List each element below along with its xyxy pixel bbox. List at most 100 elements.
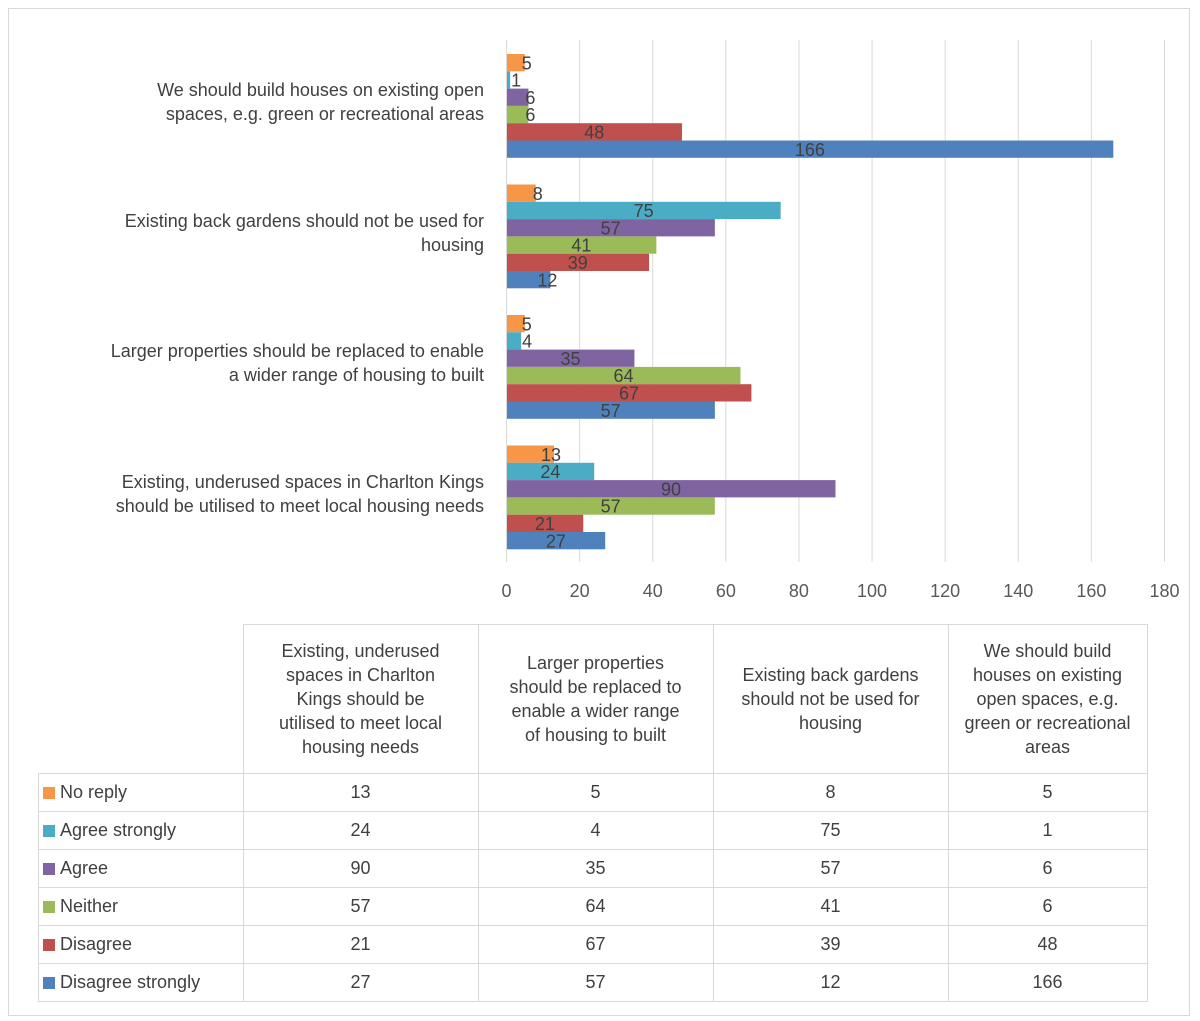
bar [506, 349, 635, 367]
table-cell: 12 [712, 963, 949, 1002]
bar [506, 532, 606, 550]
data-label: 35 [560, 349, 580, 369]
table-cell: 5 [477, 773, 714, 812]
table-column-header: Existing back gardens should not be used … [712, 624, 949, 774]
table-cell: 8 [712, 773, 949, 812]
table-column-header-line: We should build [983, 641, 1112, 661]
data-label: 41 [571, 236, 591, 256]
bar [506, 219, 715, 237]
legend-swatch [43, 863, 55, 875]
bar [506, 315, 525, 333]
legend-entry: No reply [38, 773, 244, 812]
x-tick-label: 0 [501, 581, 511, 601]
category-label: Larger properties should be replaced to … [14, 339, 484, 387]
table-cell: 27 [242, 963, 479, 1002]
table-cell: 166 [947, 963, 1148, 1002]
data-label: 57 [601, 218, 621, 238]
table-cell: 57 [712, 849, 949, 888]
table-column-header-line: of housing to built [524, 725, 667, 745]
table-column-header-line: should not be used for [741, 689, 920, 709]
data-label: 6 [525, 88, 535, 108]
x-tick-label: 100 [857, 581, 887, 601]
table-cell: 64 [477, 887, 714, 926]
table-column-header-line: Existing back gardens [742, 665, 919, 685]
table-cell: 1 [947, 811, 1148, 850]
table-column-header-line: green or recreational [964, 713, 1131, 733]
table-column-header: We should build houses on existing open sp… [947, 624, 1148, 774]
legend-swatch [43, 939, 55, 951]
legend-swatch [43, 977, 55, 989]
x-tick-label: 40 [643, 581, 663, 601]
legend-label: Agree [60, 858, 109, 878]
table-column-header-line: should be replaced to [509, 677, 682, 697]
table-row: No reply 13 5 8 5 [38, 773, 1148, 812]
table-column-header-line: spaces in Charlton [285, 665, 436, 685]
table-column-header-line: enable a wider range [511, 701, 680, 721]
bar [506, 71, 511, 89]
table-column-header-line: Larger properties [526, 653, 665, 673]
category-label-line: a wider range of housing to built [228, 365, 484, 386]
data-label: 67 [619, 384, 639, 404]
table-cell: 67 [477, 925, 714, 964]
legend-entry: Disagree strongly [38, 963, 244, 1002]
data-label: 8 [533, 184, 543, 204]
table-header-row: Existing, underused spaces in Charlton Kin… [38, 624, 1148, 774]
legend-label: Agree strongly [60, 820, 177, 840]
table-column-header-line: utilised to meet local [278, 713, 443, 733]
legend-label: Neither [60, 896, 119, 916]
table-cell: 4 [477, 811, 714, 850]
table-row: Agree 90 35 57 6 [38, 849, 1148, 888]
data-label: 64 [613, 366, 633, 386]
table-cell: 57 [477, 963, 714, 1002]
bar [506, 253, 650, 271]
data-table: Existing, underused spaces in Charlton Kin… [38, 624, 1148, 1002]
legend-entry: Agree strongly [38, 811, 244, 850]
legend-label: Disagree [60, 934, 133, 954]
x-tick-label: 20 [570, 581, 590, 601]
bar [506, 445, 555, 463]
data-label: 12 [537, 270, 557, 290]
legend-entry: Disagree [38, 925, 244, 964]
table-column-header: Larger properties should be replaced to en… [477, 624, 714, 774]
legend-swatch [43, 901, 55, 913]
bar [506, 384, 752, 402]
data-label: 166 [795, 140, 825, 160]
bar [506, 54, 525, 72]
bar [506, 271, 551, 289]
table-cell: 41 [712, 887, 949, 926]
table-column-header: Existing, underused spaces in Charlton Kin… [242, 624, 479, 774]
x-tick-label: 140 [1003, 581, 1033, 601]
bar [506, 462, 595, 481]
legend-label: No reply [60, 782, 128, 802]
category-label: Existing, underused spaces in Charlton K… [14, 470, 484, 518]
table-column-header-line: housing [798, 713, 863, 733]
table-row: Disagree strongly 27 57 12 166 [38, 963, 1148, 1002]
data-label: 5 [522, 314, 532, 334]
table-row: Disagree 21 67 39 48 [38, 925, 1148, 964]
table-column-header-line: Kings should be [296, 689, 425, 709]
legend-swatch [43, 825, 55, 837]
bar [506, 401, 715, 419]
data-label: 5 [522, 53, 532, 73]
data-label: 57 [601, 401, 621, 421]
bar [506, 332, 522, 350]
bar [506, 497, 715, 515]
category-label-line: Existing, underused spaces in Charlton K… [121, 471, 484, 492]
category-label-line: housing [420, 234, 484, 255]
table-cell: 21 [242, 925, 479, 964]
table-cell: 57 [242, 887, 479, 926]
table-row: Neither 57 64 41 6 [38, 887, 1148, 926]
data-label: 48 [584, 123, 604, 143]
table-cell: 48 [947, 925, 1148, 964]
category-label: Existing back gardens should not be used… [14, 209, 484, 257]
data-label: 21 [535, 514, 555, 534]
category-label-line: spaces, e.g. green or recreational areas [165, 104, 484, 125]
data-label: 24 [540, 462, 560, 482]
bar [506, 123, 682, 141]
table-cell: 39 [712, 925, 949, 964]
bar [506, 236, 657, 254]
table-cell: 6 [947, 849, 1148, 888]
x-tick-label: 80 [789, 581, 809, 601]
bar [506, 366, 741, 385]
